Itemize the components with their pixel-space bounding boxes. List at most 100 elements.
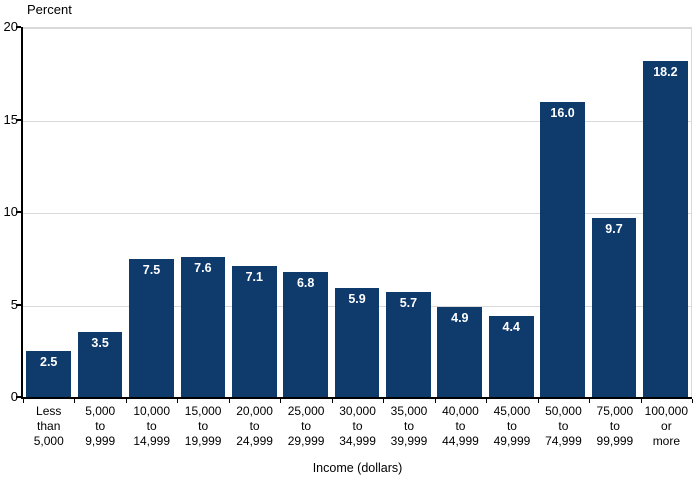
x-category-label-100,000-or-more: 100,000 or more bbox=[641, 404, 692, 449]
x-tick-11 bbox=[589, 399, 591, 403]
x-category-label-line: 20,000 bbox=[236, 404, 273, 418]
x-category-label-line: 14,999 bbox=[133, 434, 171, 448]
y-tick-10 bbox=[16, 211, 21, 213]
x-category-label-line: 99,999 bbox=[596, 434, 634, 448]
bar-cell: 9.7 bbox=[588, 28, 639, 397]
bar-value-label: 2.5 bbox=[40, 354, 58, 369]
x-category-label-15,000-to-19,999: 15,000 to 19,999 bbox=[177, 404, 228, 449]
y-tick-5 bbox=[16, 303, 21, 306]
y-tick-label-15: 15 bbox=[3, 111, 18, 127]
x-category-label-line: than bbox=[37, 419, 61, 433]
bar-cell: 5.9 bbox=[331, 28, 382, 397]
x-category-label-line: or bbox=[661, 419, 672, 433]
x-category-label-line: 74,999 bbox=[545, 434, 582, 448]
x-category-label-line: to bbox=[198, 419, 209, 433]
bar-value-label: 7.1 bbox=[245, 270, 263, 285]
y-axis-title: Percent bbox=[27, 2, 72, 17]
x-category-label-line: to bbox=[455, 419, 466, 433]
bar-value-label: 5.7 bbox=[399, 295, 418, 310]
x-category-label-line: 40,000 bbox=[442, 404, 479, 418]
x-category-label-line: to bbox=[609, 419, 620, 433]
bar-35,000-to-39,999: 5.7 bbox=[386, 291, 431, 397]
bar-value-label: 7.6 bbox=[194, 260, 212, 275]
bar-50,000-to-74,999: 16.0 bbox=[540, 101, 585, 397]
bar-value-label: 3.5 bbox=[91, 336, 109, 351]
x-axis-labels: Less than 5,000 5,000 to 9,999 10,000 to 14,999 1… bbox=[23, 404, 692, 449]
x-category-label-45,000-to-49,999: 45,000 to 49,999 bbox=[486, 404, 537, 449]
bar-100,000-or-more: 18.2 bbox=[643, 61, 688, 397]
bar-cell: 7.1 bbox=[229, 28, 280, 397]
bar-cell: 18.2 bbox=[640, 28, 691, 397]
bar-cell: 5.7 bbox=[383, 28, 434, 397]
x-category-label-line: 44,999 bbox=[442, 434, 479, 448]
x-category-label-35,000-to-39,999: 35,000 to 39,999 bbox=[383, 404, 434, 449]
bar-cell: 6.8 bbox=[280, 28, 331, 397]
bar-value-label: 7.5 bbox=[142, 262, 161, 277]
x-category-label-25,000-to-29,999: 25,000 to 29,999 bbox=[280, 404, 331, 449]
x-category-label-line: 100,000 bbox=[644, 404, 689, 418]
y-tick-15 bbox=[16, 118, 21, 121]
bar-value-label: 16.0 bbox=[550, 105, 575, 120]
x-category-label-75,000-to-99,999: 75,000 to 99,999 bbox=[589, 404, 640, 449]
x-category-label-line: to bbox=[352, 419, 363, 433]
x-category-label-line: to bbox=[404, 419, 415, 433]
y-tick-label-5: 5 bbox=[10, 296, 18, 312]
x-tick-10 bbox=[537, 399, 539, 403]
x-tick-5 bbox=[280, 399, 282, 403]
bar-value-label: 4.9 bbox=[451, 310, 469, 325]
bar-value-label: 5.9 bbox=[348, 292, 366, 307]
x-category-label-5,000-to-9,999: 5,000 to 9,999 bbox=[74, 404, 125, 449]
gridline-10 bbox=[23, 213, 691, 214]
x-category-label-40,000-to-44,999: 40,000 to 44,999 bbox=[435, 404, 486, 449]
x-tick-0 bbox=[23, 399, 24, 403]
bar-value-label: 18.2 bbox=[653, 65, 678, 80]
x-category-label-line: 19,999 bbox=[184, 434, 222, 448]
bar-cell: 3.5 bbox=[74, 28, 125, 397]
x-category-label-line: 24,999 bbox=[236, 434, 273, 448]
x-axis-line bbox=[21, 397, 692, 399]
x-category-label-Less-than-5,000: Less than 5,000 bbox=[23, 404, 74, 449]
x-category-label-line: 49,999 bbox=[493, 434, 531, 448]
bar-value-label: 9.7 bbox=[605, 222, 623, 237]
x-tick-12 bbox=[640, 399, 642, 403]
x-tick-13 bbox=[692, 399, 693, 403]
x-category-label-line: 50,000 bbox=[545, 404, 582, 418]
x-axis-title: Income (dollars) bbox=[312, 461, 403, 475]
bar-cell: 4.4 bbox=[486, 28, 537, 397]
x-category-label-line: to bbox=[146, 419, 157, 433]
bar-cell: 2.5 bbox=[23, 28, 74, 397]
y-tick-label-0: 0 bbox=[10, 389, 18, 404]
y-tick-0 bbox=[16, 396, 21, 398]
bar-40,000-to-44,999: 4.9 bbox=[437, 306, 483, 397]
x-category-label-10,000-to-14,999: 10,000 to 14,999 bbox=[126, 404, 177, 449]
x-tick-3 bbox=[177, 399, 179, 403]
x-tick-7 bbox=[383, 399, 385, 403]
bar-cell: 7.6 bbox=[177, 28, 228, 397]
bar-75,000-to-99,999: 9.7 bbox=[591, 218, 637, 397]
x-category-label-line: Less bbox=[36, 404, 62, 418]
y-tick-20 bbox=[16, 26, 21, 28]
bars-container: 2.5 3.5 7.5 7.6 7.1 6.8 5.9 5.7 4.9 4.4 16.0 9.7 18.… bbox=[23, 28, 691, 397]
x-tick-4 bbox=[228, 399, 230, 403]
x-category-label-line: 30,000 bbox=[339, 404, 376, 418]
bar-cell: 4.9 bbox=[434, 28, 485, 397]
x-category-label-line: to bbox=[558, 419, 569, 433]
x-category-label-line: to bbox=[249, 419, 260, 433]
x-tick-9 bbox=[486, 399, 488, 403]
x-category-label-50,000-to-74,999: 50,000 to 74,999 bbox=[538, 404, 589, 449]
bar-Less-than-5,000: 2.5 bbox=[26, 350, 72, 397]
bar-15,000-to-19,999: 7.6 bbox=[180, 256, 226, 397]
x-category-label-line: 75,000 bbox=[596, 404, 634, 418]
plot-area: 2.5 3.5 7.5 7.6 7.1 6.8 5.9 5.7 4.9 4.4 16.0 9.7 18.… bbox=[23, 27, 692, 397]
bar-5,000-to-9,999: 3.5 bbox=[77, 332, 123, 397]
bar-value-label: 6.8 bbox=[296, 275, 315, 290]
x-category-label-line: 34,999 bbox=[339, 434, 376, 448]
x-category-label-line: to bbox=[301, 419, 312, 433]
gridline-20 bbox=[23, 28, 691, 29]
bar-20,000-to-24,999: 7.1 bbox=[231, 266, 277, 397]
x-tick-2 bbox=[125, 399, 127, 403]
x-category-label-line: 39,999 bbox=[390, 434, 428, 448]
bar-cell: 16.0 bbox=[537, 28, 588, 397]
x-category-label-line: 25,000 bbox=[287, 404, 325, 418]
bar-30,000-to-34,999: 5.9 bbox=[334, 288, 380, 397]
